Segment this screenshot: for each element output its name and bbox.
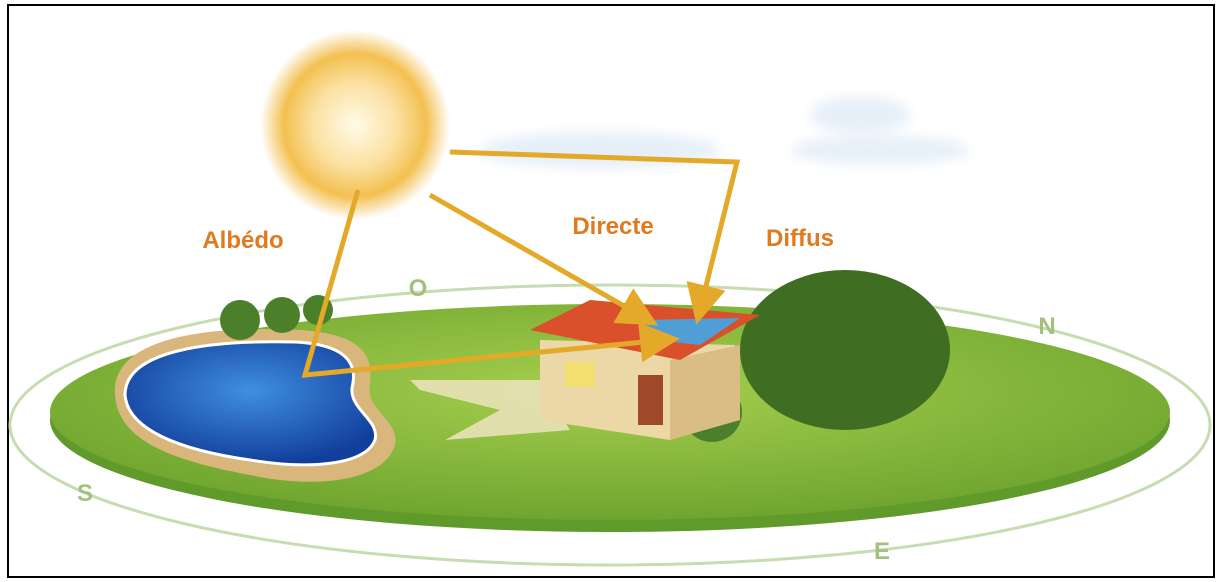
compass-west: O [409,275,428,302]
compass-east: E [874,538,890,565]
compass-south: S [77,480,93,507]
diffuse-label: Diffus [766,225,834,252]
compass-north: N [1038,313,1055,340]
direct-label: Directe [572,213,653,240]
albedo-label: Albédo [202,227,283,254]
illustration: Albédo Directe Diffus O N S E [0,0,1221,582]
house [530,300,760,440]
